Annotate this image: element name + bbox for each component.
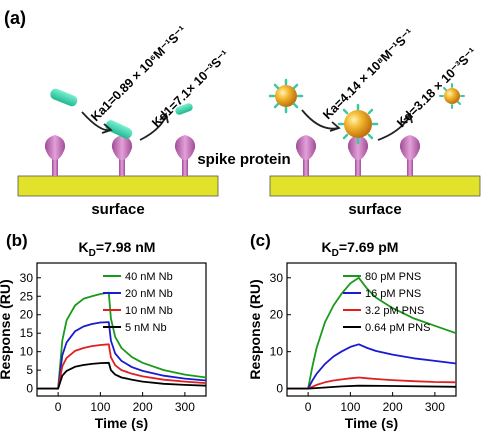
nanobody-icon xyxy=(175,103,193,115)
arrowhead-icon xyxy=(159,112,169,124)
right-kd-label: Kd=3.18 × 10⁻³S⁻¹ xyxy=(394,45,479,130)
spike-icon xyxy=(347,135,369,176)
title-subscript: D xyxy=(332,248,339,259)
left-surface-label: surface xyxy=(91,201,144,218)
y-tick-label: 10 xyxy=(20,345,34,359)
x-tick-label: 100 xyxy=(90,400,110,414)
chart-title: KD=7.69 pM xyxy=(322,239,399,259)
spike-protein-label: spike protein xyxy=(197,151,290,168)
plot-frame xyxy=(36,262,207,397)
spike-icon xyxy=(174,135,196,176)
spike-proteins xyxy=(44,135,421,176)
x-tick-label: 200 xyxy=(133,400,153,414)
y-axis-label: Response (RU) xyxy=(247,279,263,379)
spike-icon xyxy=(111,135,133,176)
arrowhead-icon xyxy=(329,121,341,132)
legend-label: 16 pM PNS xyxy=(365,288,421,300)
legend-label: 5 nM Nb xyxy=(125,322,167,334)
y-tick-label: 5 xyxy=(26,363,33,377)
y-tick-label: 30 xyxy=(20,271,34,285)
arrowhead-icon xyxy=(403,112,413,124)
x-axis-label: Time (s) xyxy=(95,415,148,431)
y-tick-label: 25 xyxy=(20,289,34,303)
series-line-1 xyxy=(287,276,457,390)
legend-label: 0.64 pM PNS xyxy=(365,322,430,334)
right-surface-label: surface xyxy=(348,201,401,218)
series-line-3 xyxy=(37,343,207,390)
x-tick-label: 300 xyxy=(425,400,445,414)
nanobodies xyxy=(50,88,193,139)
title-subscript: D xyxy=(89,248,96,259)
series-line-1 xyxy=(37,291,207,390)
panel-label: (c) xyxy=(250,231,271,250)
panel-a-label: (a) xyxy=(4,8,26,28)
x-tick-label: 300 xyxy=(175,400,195,414)
title-value: =7.69 pM xyxy=(339,239,399,255)
left-surface xyxy=(17,175,219,197)
y-tick-label: 20 xyxy=(20,308,34,322)
y-tick-label: 30 xyxy=(270,271,284,285)
panel-a: (a) surface surface xyxy=(4,8,481,218)
y-tick-label: 0 xyxy=(26,382,33,396)
x-tick-label: 0 xyxy=(55,400,62,414)
right-surface xyxy=(269,175,481,197)
x-tick-label: 200 xyxy=(383,400,403,414)
series-line-4 xyxy=(287,384,457,390)
y-tick-label: 20 xyxy=(270,308,284,322)
legend-label: 20 nM Nb xyxy=(125,288,173,300)
x-axis-label: Time (s) xyxy=(345,415,398,431)
legend-label: 80 pM PNS xyxy=(365,271,421,283)
chart-title: KD=7.98 nM xyxy=(79,239,156,259)
nanobody-icon xyxy=(105,120,133,139)
dissociation-arrow xyxy=(377,115,411,141)
legend-label: 40 nM Nb xyxy=(125,271,173,283)
spike-icon xyxy=(295,135,317,176)
panel-label: (b) xyxy=(6,231,28,250)
nanoparticle-icon xyxy=(439,83,465,109)
dissociation-arrow xyxy=(139,115,167,141)
spike-icon xyxy=(399,135,421,176)
x-tick-label: 100 xyxy=(340,400,360,414)
nanoparticle-icon xyxy=(268,78,304,114)
series-line-2 xyxy=(287,343,457,390)
arrowhead-icon xyxy=(101,123,113,134)
plot-frame xyxy=(286,262,457,397)
nanoparticles xyxy=(268,78,465,145)
series-line-4 xyxy=(37,361,207,390)
y-tick-label: 10 xyxy=(270,345,284,359)
y-axis-label: Response (RU) xyxy=(0,279,13,379)
legend-label: 10 nM Nb xyxy=(125,305,173,317)
x-tick-label: 0 xyxy=(305,400,312,414)
y-tick-label: 15 xyxy=(20,326,34,340)
series-line-3 xyxy=(287,376,457,390)
nanoparticle-icon xyxy=(337,103,379,145)
nanobody-icon xyxy=(50,88,78,107)
spike-icon xyxy=(44,135,66,176)
right-ka-label: Ka=4.14 × 10⁸M⁻¹S⁻¹ xyxy=(320,26,416,122)
series-line-2 xyxy=(37,321,207,390)
title-k: K xyxy=(79,239,89,255)
title-value: =7.98 nM xyxy=(96,239,156,255)
title-k: K xyxy=(322,239,332,255)
legend-label: 3.2 pM PNS xyxy=(365,305,424,317)
y-tick-label: 0 xyxy=(276,382,283,396)
